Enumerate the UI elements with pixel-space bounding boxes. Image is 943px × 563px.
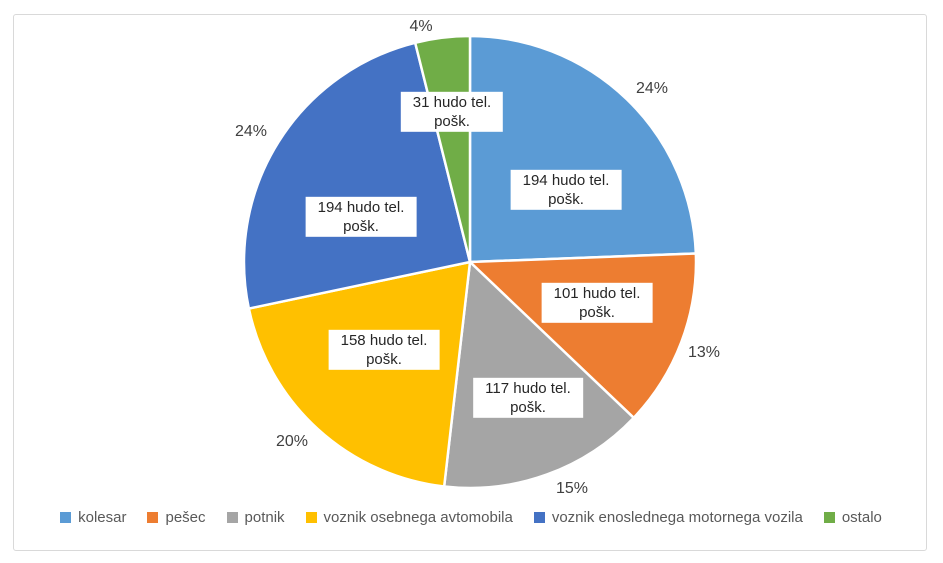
legend-item-voznik-osebnega-avtomobila: voznik osebnega avtomobila — [305, 508, 513, 526]
pie-slice-potnik — [442, 260, 635, 490]
legend-swatch-icon — [823, 511, 835, 523]
legend-item-kolesar: kolesar — [60, 509, 126, 526]
legend-label: ostalo — [841, 508, 882, 526]
legend-label: voznik osebnega avtomobila — [323, 508, 513, 526]
legend-label: potnik — [244, 508, 285, 526]
legend-item-voznik-enoslednega-motornega-vozila: voznik enoslednega motornega vozila — [533, 508, 803, 526]
legend-swatch-icon — [226, 511, 238, 523]
legend-swatch-icon — [60, 511, 72, 523]
legend-item-pe-ec: pešec — [147, 508, 206, 526]
legend-label: voznik enoslednega motornega vozila — [551, 508, 803, 526]
legend-swatch-icon — [305, 511, 317, 523]
legend-label: kolesar — [78, 508, 127, 526]
chart-legend: kolesar pešec potnik voznik osebnega avtomo… — [13, 503, 929, 531]
legend-swatch-icon — [147, 511, 159, 523]
pie-slice-kolesar — [468, 34, 698, 264]
legend-swatch-icon — [533, 511, 545, 523]
pie-slice-voznik-osebnega-avtomobila — [247, 260, 472, 488]
legend-item-ostalo: ostalo — [823, 508, 882, 526]
legend-item-potnik: potnik — [226, 508, 285, 526]
legend-label: pešec — [165, 508, 206, 526]
